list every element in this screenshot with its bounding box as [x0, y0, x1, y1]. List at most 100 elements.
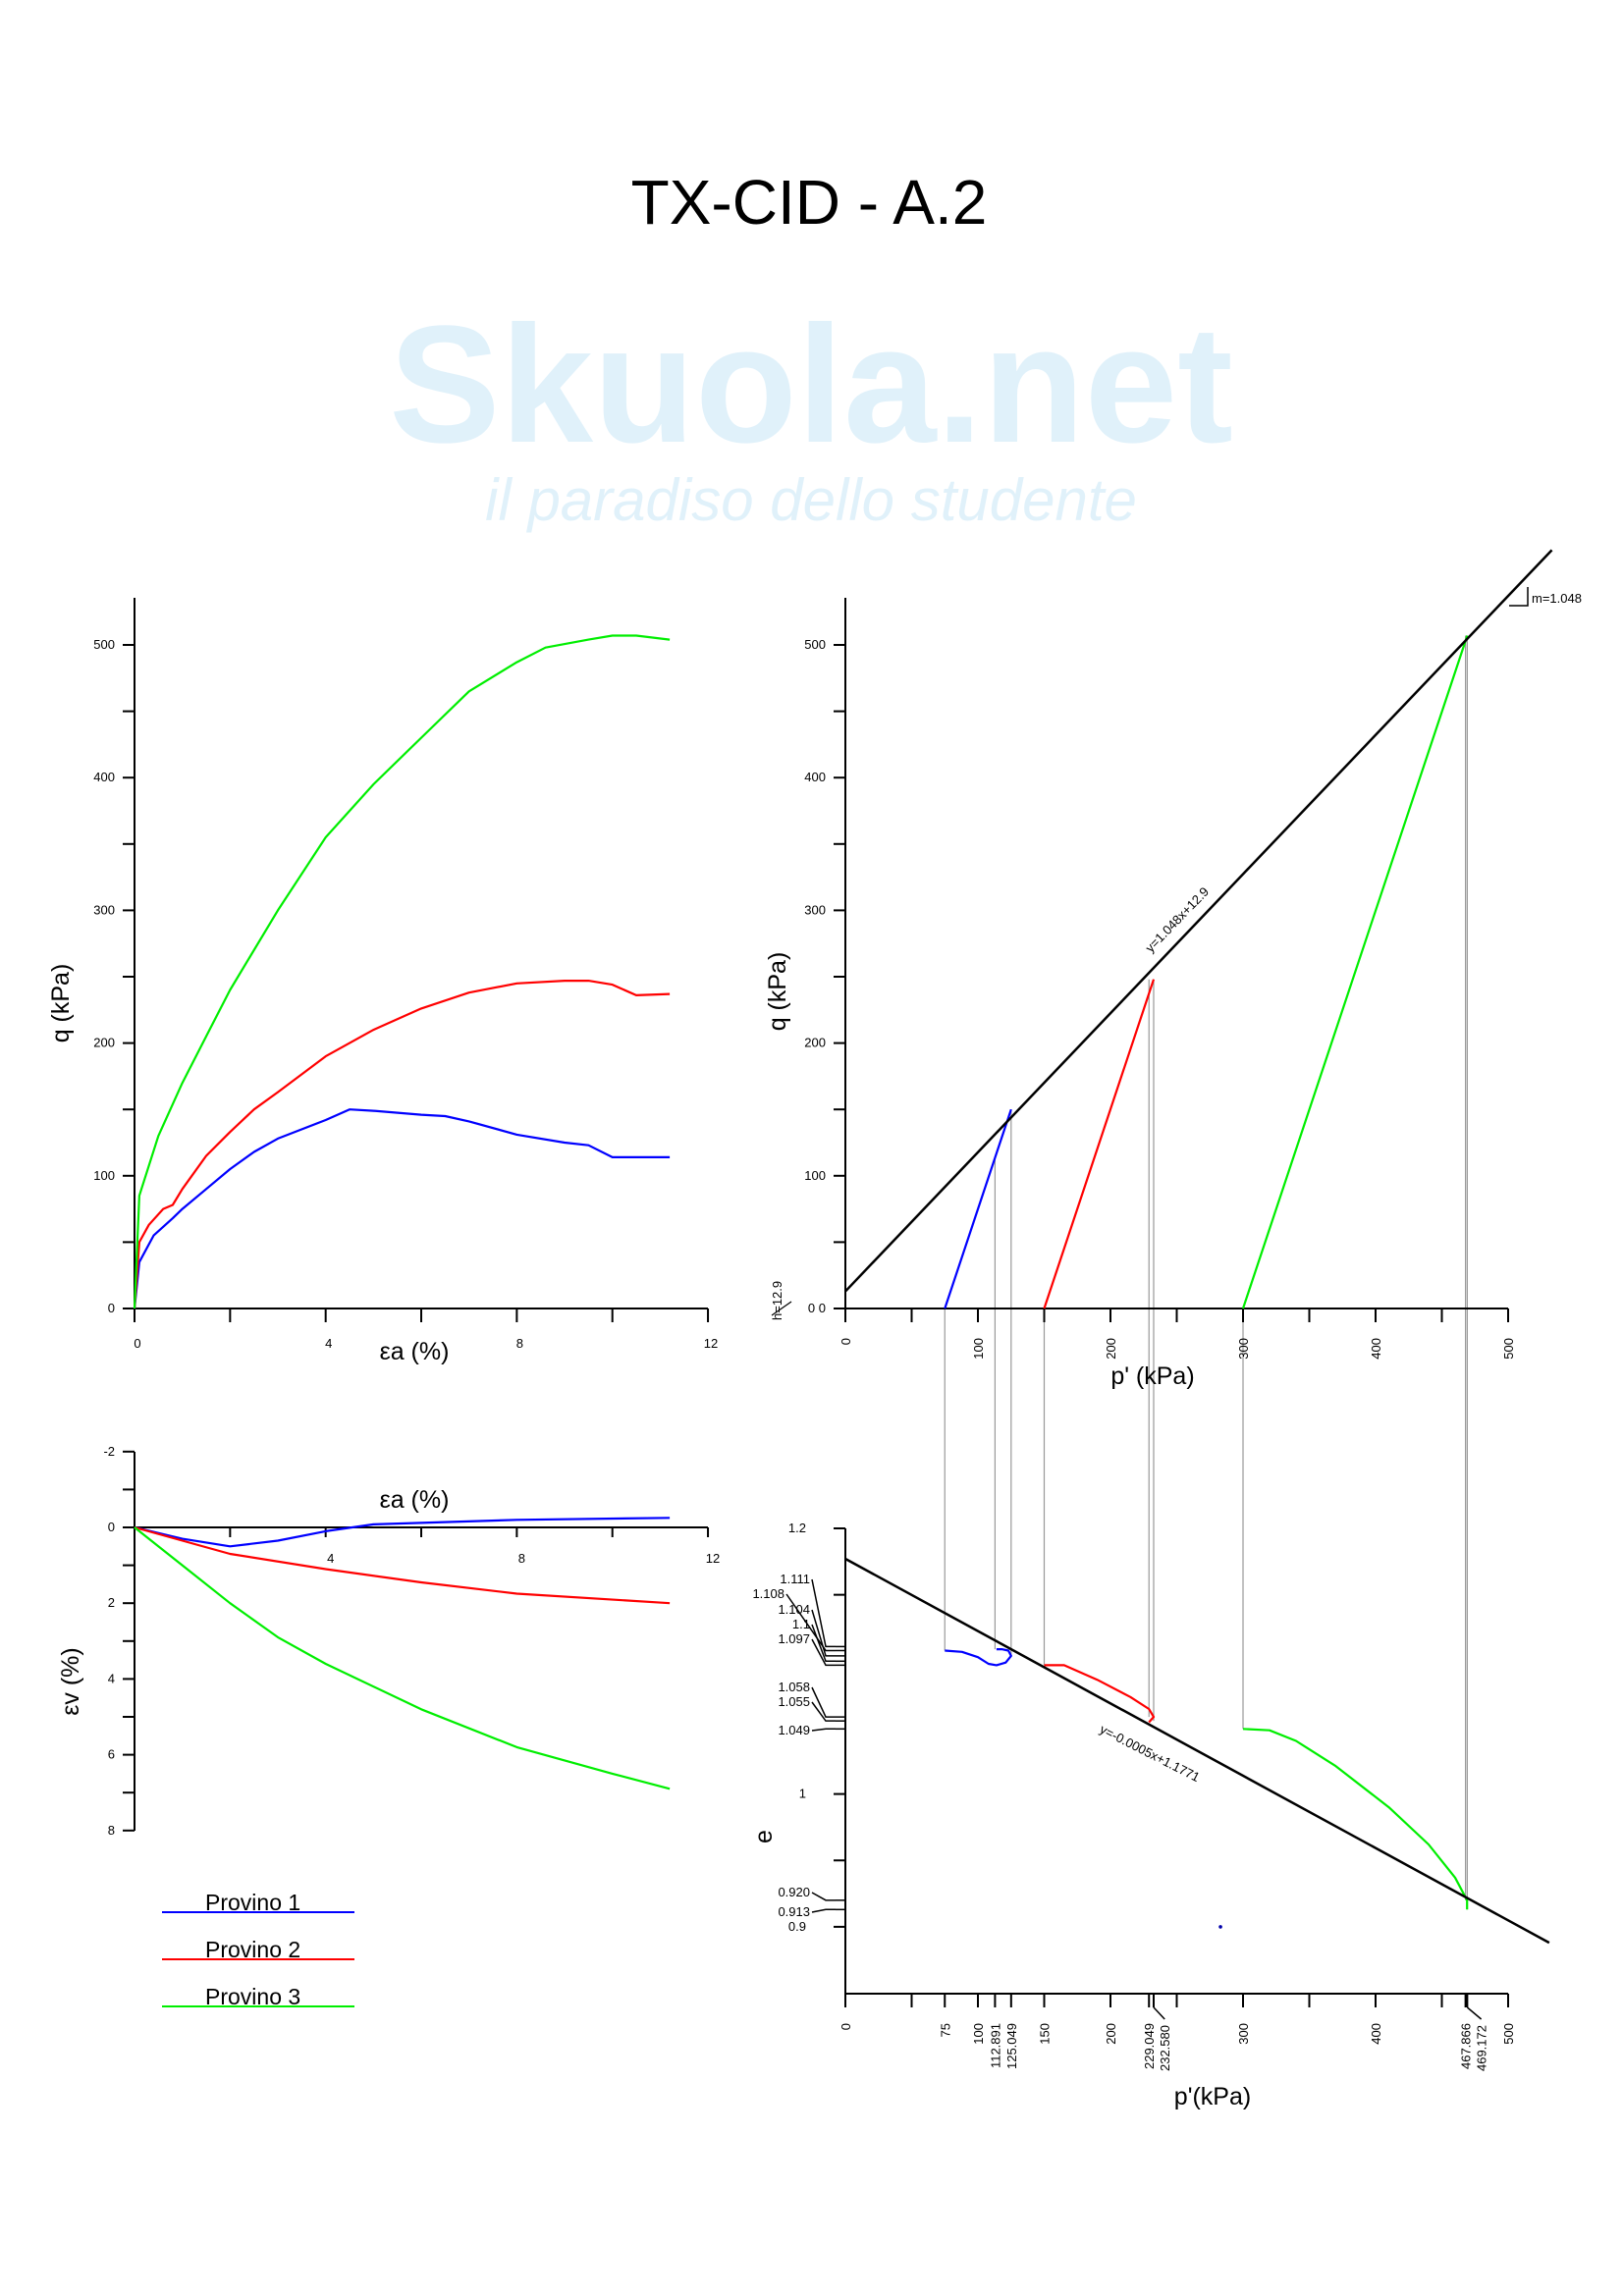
x-tick-label: 75	[938, 2023, 952, 2037]
x-axis-label: εa (%)	[380, 1338, 450, 1365]
fit-line-label: y=-0.0005x+1.1771	[1098, 1722, 1203, 1785]
series-line-provino-2	[1043, 979, 1156, 1309]
y-marked-label: 1.108	[752, 1586, 784, 1601]
slope-label: m=1.048	[1532, 591, 1582, 606]
y-tick-label: 0 0	[808, 1301, 826, 1315]
y-tick-label: 4	[108, 1671, 115, 1685]
y-tick-label: 0.9	[788, 1919, 806, 1934]
series-line-provino-3	[134, 1526, 671, 1790]
series-line-provino-1	[133, 1108, 671, 1309]
x-tick-label: 100	[971, 2023, 986, 2045]
y-marked-label: 1.1	[792, 1617, 810, 1631]
x-axis-label: εa (%)	[380, 1486, 450, 1514]
watermark: Skuola.net il paradiso dello studente	[389, 292, 1233, 533]
y-tick-label: 100	[804, 1168, 826, 1183]
x-tick-label: 200	[1104, 2023, 1118, 2045]
y-tick-label: 8	[108, 1823, 115, 1838]
y-tick-label: -2	[103, 1444, 115, 1459]
x-tick-label: 0	[134, 1336, 140, 1351]
y-marked-leader	[811, 1578, 836, 1648]
x-tick-label: 469.172	[1475, 2025, 1489, 2071]
series-line-provino-1	[134, 1517, 671, 1548]
y-marked-label: 1.097	[778, 1631, 810, 1646]
y-tick-label: 1.2	[788, 1521, 806, 1535]
chart-e-p: 1.2 1 0.9 0 75 100 112.891 125.049 150 200 229.049…	[750, 1521, 1550, 2110]
x-tick-label: 12	[706, 1551, 720, 1566]
x-tick-label: 500	[1501, 2023, 1516, 2045]
x-axis-label: p' (kPa)	[1110, 1362, 1194, 1390]
x-tick-leader	[1466, 2006, 1483, 2020]
series-line-provino-1	[944, 1108, 1012, 1309]
x-tick-label: 8	[518, 1551, 525, 1566]
x-tick-label: 467.866	[1459, 2023, 1474, 2069]
x-tick-label: 150	[1038, 2023, 1053, 2045]
y-marked-leader	[811, 1892, 836, 1901]
y-tick-label: 400	[804, 770, 826, 784]
y-marked-leader	[811, 1609, 836, 1657]
y-tick-label: 6	[108, 1747, 115, 1762]
fit-line	[844, 1557, 1550, 1945]
series-line-provino-3	[1241, 635, 1469, 1309]
series-line-provino-2	[133, 979, 671, 1309]
y-tick-label: 2	[108, 1595, 115, 1610]
x-tick-label: 229.049	[1142, 2023, 1157, 2069]
series-line-provino-1	[945, 1647, 1012, 1667]
series-line-provino-3	[133, 634, 671, 1309]
connector-lines	[944, 635, 1468, 1910]
y-marked-leader	[811, 1624, 836, 1663]
x-tick-label: 400	[1369, 1338, 1383, 1360]
y-marked-leader	[811, 1728, 836, 1732]
fit-line	[844, 549, 1553, 1293]
x-tick-label: 500	[1501, 1338, 1516, 1360]
legend: Provino 1 Provino 2 Provino 3	[162, 1890, 354, 2009]
x-tick-label: 4	[325, 1336, 332, 1351]
x-tick-label: 400	[1369, 2023, 1383, 2045]
y-marked-leader	[811, 1701, 836, 1722]
y-tick-label: 300	[804, 902, 826, 917]
y-tick-label: 500	[93, 637, 115, 652]
y-marked-label: 0.920	[778, 1885, 810, 1899]
chart-q-p: 0 0 100 200 300 400 500 0 100 200 300 400 500 p' (kP…	[764, 549, 1582, 1390]
y-tick-label: 0	[108, 1520, 115, 1534]
y-tick-label: 100	[93, 1168, 115, 1183]
x-tick-label: 12	[704, 1336, 718, 1351]
y-marked-label: 1.104	[778, 1602, 810, 1617]
y-axis-label: εv (%)	[57, 1647, 84, 1715]
x-tick-leader	[1153, 2006, 1165, 2020]
y-marked-label: 1.111	[780, 1572, 810, 1586]
x-tick-label: 232.580	[1158, 2025, 1172, 2071]
series-line-provino-3	[1242, 1728, 1469, 1910]
series-line-provino-2	[134, 1525, 671, 1605]
intercept-label: h=12.9	[770, 1281, 784, 1320]
x-tick-label: 4	[327, 1551, 334, 1566]
y-marked-label: 1.058	[778, 1680, 810, 1694]
chart-ev-ea: -2 0 2 4 6 8 4 8 12 εa (%) εv (%)	[57, 1444, 720, 1838]
y-marked-leader	[785, 1593, 836, 1652]
series-line-provino-2	[1044, 1664, 1156, 1724]
y-tick-label: 500	[804, 637, 826, 652]
x-tick-label: 112.891	[988, 2023, 1002, 2068]
watermark-tagline: il paradiso dello studente	[485, 467, 1137, 533]
legend-label-provino-2: Provino 2	[205, 1937, 300, 1962]
x-tick-label: 100	[971, 1338, 986, 1360]
y-tick-label: 1	[799, 1787, 806, 1801]
y-marked-leader	[811, 1638, 836, 1667]
y-tick-label: 200	[93, 1036, 115, 1050]
x-tick-label: 0	[839, 1338, 853, 1345]
y-marked-label: 0.913	[778, 1904, 810, 1919]
legend-label-provino-3: Provino 3	[205, 1984, 300, 2009]
y-axis-label: q (kPa)	[47, 964, 75, 1043]
y-tick-label: 0	[108, 1301, 115, 1315]
x-tick-label: 8	[516, 1336, 523, 1351]
y-marked-leader	[811, 1908, 836, 1913]
y-marked-label: 1.049	[778, 1723, 810, 1737]
page-title: TX-CID - A.2	[631, 167, 988, 238]
legend-label-provino-1: Provino 1	[205, 1890, 300, 1915]
x-tick-label: 125.049	[1004, 2023, 1019, 2069]
stray-point	[1218, 1925, 1222, 1929]
x-tick-label: 300	[1236, 1338, 1251, 1360]
y-tick-label: 200	[804, 1036, 826, 1050]
x-tick-label: 0	[839, 2023, 853, 2030]
x-tick-label: 300	[1236, 2023, 1251, 2045]
